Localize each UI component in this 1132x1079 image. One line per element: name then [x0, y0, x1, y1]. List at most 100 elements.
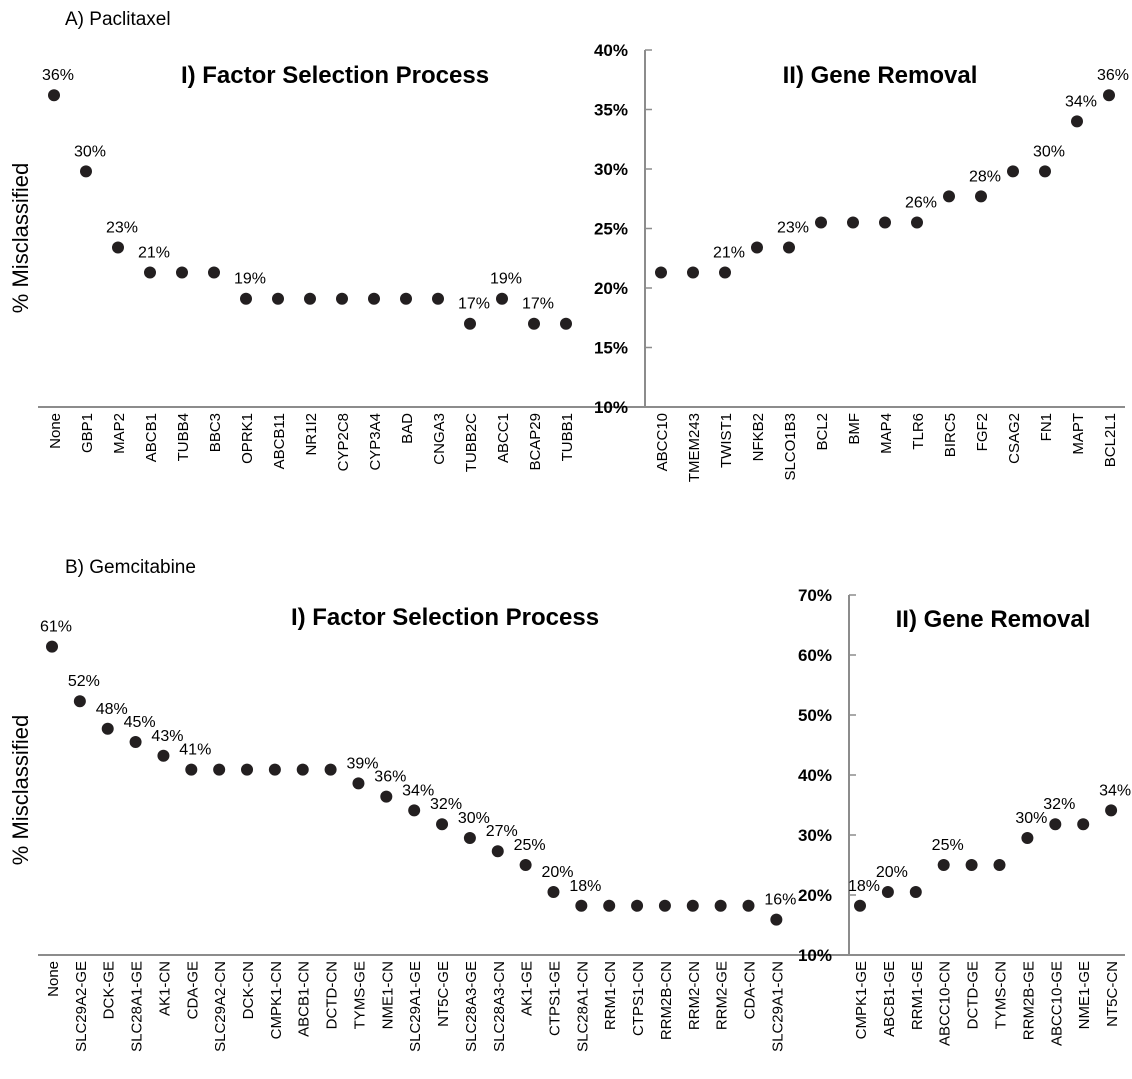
- data-point: [815, 216, 827, 229]
- data-point: [185, 763, 198, 776]
- x-tick-label: DCTD-CN: [324, 961, 341, 1029]
- data-point: [975, 190, 987, 203]
- data-point: [881, 886, 894, 898]
- x-tick-label: RRM1-GE: [909, 961, 926, 1030]
- data-point: [575, 899, 588, 912]
- data-point: [719, 266, 731, 279]
- x-tick-label: None: [47, 413, 64, 449]
- x-tick-label: CMPK1-GE: [853, 961, 870, 1039]
- data-point: [129, 736, 142, 748]
- y-axis-label: % Misclassified: [8, 715, 33, 865]
- data-point: [213, 763, 226, 776]
- data-point: [101, 722, 114, 735]
- data-point: [783, 241, 795, 254]
- y-tick-label: 20%: [594, 279, 628, 298]
- data-point: [965, 859, 978, 871]
- data-point: [46, 640, 58, 653]
- panel-title: A) Paclitaxel: [65, 9, 171, 30]
- data-point: [80, 165, 92, 178]
- data-label: 43%: [151, 728, 183, 745]
- data-point: [73, 695, 86, 708]
- data-point: [336, 292, 348, 305]
- data-point: [879, 216, 891, 229]
- data-label: 23%: [777, 220, 809, 237]
- data-label: 34%: [402, 782, 434, 799]
- data-point: [1103, 89, 1115, 102]
- data-label: 25%: [514, 837, 546, 854]
- x-tick-label: BIRC5: [942, 413, 959, 457]
- x-tick-label: CNGA3: [431, 413, 448, 465]
- y-tick-label: 35%: [594, 101, 628, 120]
- section-title: II) Gene Removal: [783, 62, 978, 89]
- x-tick-label: NR1I2: [303, 413, 320, 456]
- data-label: 20%: [876, 864, 908, 881]
- x-tick-label: SLC28A3-GE: [463, 961, 480, 1052]
- x-tick-label: ABCB11: [271, 413, 288, 469]
- x-tick-label: SLC28A1-GE: [129, 961, 146, 1052]
- data-point: [937, 859, 950, 871]
- data-point: [296, 763, 309, 776]
- x-tick-label: RRM2-CN: [686, 961, 703, 1030]
- x-tick-label: CDA-GE: [184, 961, 201, 1019]
- x-tick-label: MAP4: [878, 413, 895, 454]
- data-label: 52%: [68, 673, 100, 690]
- data-label: 34%: [1099, 782, 1131, 799]
- data-label: 32%: [430, 796, 462, 813]
- x-tick-label: TMEM243: [686, 413, 703, 482]
- data-label: 20%: [541, 864, 573, 881]
- data-point: [686, 899, 699, 912]
- data-point: [943, 190, 955, 203]
- data-label: 41%: [179, 742, 211, 759]
- data-label: 21%: [138, 245, 170, 262]
- x-tick-label: BCL2: [814, 413, 831, 451]
- x-tick-label: NT5C-GE: [435, 961, 452, 1027]
- x-tick-label: TYMS-GE: [351, 961, 368, 1029]
- y-tick-label: 25%: [594, 220, 628, 239]
- x-tick-label: TUBB4: [175, 413, 192, 461]
- x-tick-label: OPRK1: [239, 413, 256, 464]
- data-point: [436, 818, 449, 831]
- data-label: 28%: [969, 168, 1001, 185]
- data-label: 27%: [486, 823, 518, 840]
- data-point: [1077, 818, 1090, 831]
- section-title: II) Gene Removal: [896, 606, 1091, 633]
- data-point: [176, 266, 188, 279]
- x-tick-label: ABCC10-GE: [1048, 961, 1065, 1046]
- x-tick-label: TUBB1: [559, 413, 576, 461]
- section-title: I) Factor Selection Process: [181, 62, 489, 89]
- data-point: [400, 292, 412, 305]
- data-label: 25%: [932, 837, 964, 854]
- x-tick-label: CDA-CN: [742, 961, 759, 1019]
- x-tick-label: SLC29A1-CN: [769, 961, 786, 1052]
- data-label: 21%: [713, 245, 745, 262]
- x-tick-label: RRM2-GE: [714, 961, 731, 1030]
- data-point: [496, 292, 508, 305]
- y-axis-label: % Misclassified: [8, 163, 33, 313]
- x-tick-label: SLC28A1-CN: [574, 961, 591, 1052]
- data-point: [770, 913, 783, 926]
- x-tick-label: AK1-GE: [519, 961, 536, 1016]
- data-label: 39%: [346, 755, 378, 772]
- x-tick-label: DCTD-GE: [965, 961, 982, 1029]
- data-point: [491, 845, 504, 858]
- data-point: [463, 832, 476, 844]
- data-label: 19%: [490, 271, 522, 288]
- panel-title: B) Gemcitabine: [65, 557, 196, 578]
- x-tick-label: BCL2L1: [1102, 413, 1119, 467]
- data-point: [48, 89, 60, 102]
- data-label: 23%: [106, 220, 138, 237]
- data-point: [1049, 818, 1062, 831]
- y-tick-label: 30%: [594, 160, 628, 179]
- y-tick-label: 50%: [798, 706, 832, 725]
- data-point: [655, 266, 667, 279]
- x-tick-label: ABCB1-GE: [881, 961, 898, 1037]
- data-point: [519, 859, 532, 871]
- x-tick-label: CYP2C8: [335, 413, 352, 471]
- data-label: 36%: [1097, 67, 1129, 84]
- x-tick-label: BBC3: [207, 413, 224, 452]
- data-label: 30%: [1033, 143, 1065, 160]
- x-tick-label: BMF: [846, 413, 863, 445]
- data-point: [687, 266, 699, 279]
- data-point: [560, 317, 572, 330]
- data-point: [241, 763, 254, 776]
